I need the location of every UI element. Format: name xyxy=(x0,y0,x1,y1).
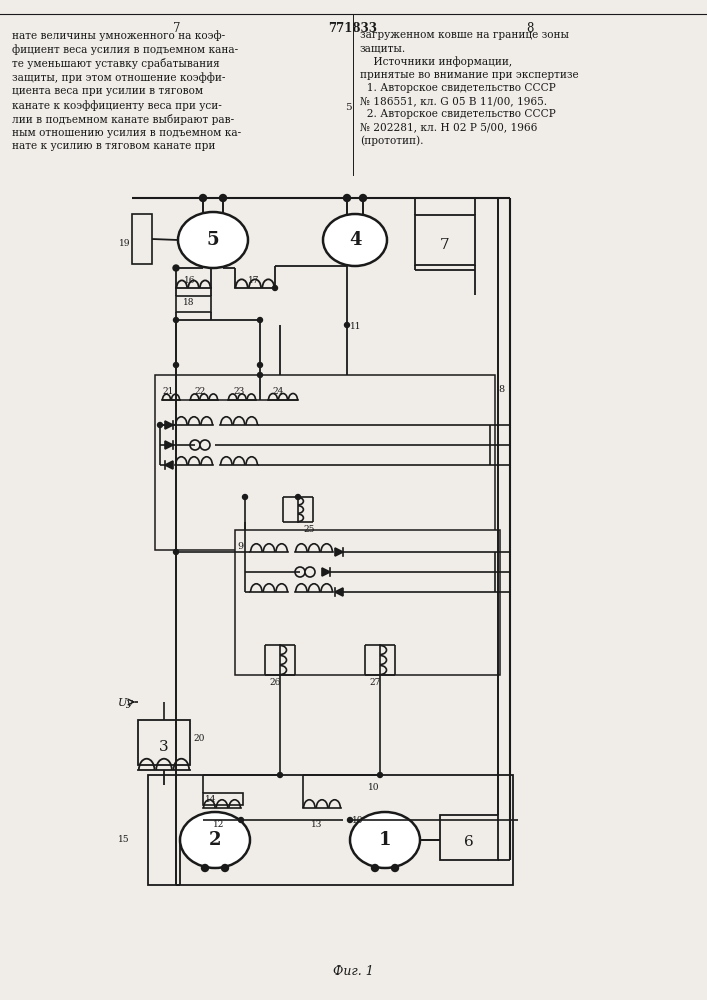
Text: 7: 7 xyxy=(173,22,181,35)
Circle shape xyxy=(243,494,247,499)
Text: 26: 26 xyxy=(269,678,281,687)
Circle shape xyxy=(371,864,378,871)
Circle shape xyxy=(219,194,226,202)
Ellipse shape xyxy=(323,214,387,266)
Circle shape xyxy=(158,422,163,428)
Circle shape xyxy=(238,818,243,822)
Circle shape xyxy=(344,194,351,202)
Text: 17: 17 xyxy=(248,276,259,285)
Text: 5: 5 xyxy=(206,231,219,249)
Circle shape xyxy=(173,550,178,554)
Circle shape xyxy=(305,567,315,577)
Text: 21: 21 xyxy=(162,387,173,396)
Text: 24: 24 xyxy=(272,387,284,396)
Circle shape xyxy=(257,372,262,377)
Ellipse shape xyxy=(180,812,250,868)
Circle shape xyxy=(359,194,366,202)
Text: 10: 10 xyxy=(352,816,363,825)
Text: Uy: Uy xyxy=(118,698,134,708)
Polygon shape xyxy=(335,548,343,556)
Text: 19: 19 xyxy=(119,238,130,247)
Polygon shape xyxy=(165,421,173,429)
Bar xyxy=(235,530,500,675)
Text: 6: 6 xyxy=(464,835,474,849)
Circle shape xyxy=(392,864,399,871)
Circle shape xyxy=(378,772,382,778)
Bar xyxy=(132,214,152,264)
Circle shape xyxy=(173,318,178,322)
Circle shape xyxy=(200,440,210,450)
Text: 22: 22 xyxy=(194,387,205,396)
Bar xyxy=(138,720,190,765)
Text: 5: 5 xyxy=(345,103,351,112)
Text: 15: 15 xyxy=(118,836,130,844)
Text: нате величины умноженного на коэф-
фициент веса усилия в подъемном кана-
те умен: нате величины умноженного на коэф- фицие… xyxy=(12,30,241,151)
Text: 7: 7 xyxy=(440,238,450,252)
Text: 25: 25 xyxy=(303,525,315,534)
Text: 12: 12 xyxy=(213,820,224,829)
Circle shape xyxy=(221,864,228,871)
Circle shape xyxy=(296,494,300,499)
Text: 16: 16 xyxy=(184,276,196,285)
Circle shape xyxy=(348,818,353,822)
Bar xyxy=(148,775,513,885)
Text: 20: 20 xyxy=(193,734,204,743)
Text: 11: 11 xyxy=(350,322,361,331)
Polygon shape xyxy=(165,441,173,449)
Bar xyxy=(440,815,498,860)
Circle shape xyxy=(173,362,178,367)
Bar xyxy=(155,375,495,550)
Text: 13: 13 xyxy=(311,820,322,829)
Ellipse shape xyxy=(178,212,248,268)
Circle shape xyxy=(173,265,179,271)
Bar xyxy=(203,793,243,805)
Polygon shape xyxy=(165,461,173,469)
Text: 771833: 771833 xyxy=(329,22,378,35)
Circle shape xyxy=(199,194,206,202)
Circle shape xyxy=(190,440,200,450)
Text: 23: 23 xyxy=(233,387,244,396)
Bar xyxy=(176,296,211,312)
Polygon shape xyxy=(335,588,343,596)
Circle shape xyxy=(272,286,278,290)
Text: 9: 9 xyxy=(237,542,243,551)
Circle shape xyxy=(344,322,349,328)
Polygon shape xyxy=(322,568,330,576)
Text: 8: 8 xyxy=(498,385,504,394)
Text: загруженном ковше на границе зоны
защиты.
    Источники информации,
принятые во : загруженном ковше на границе зоны защиты… xyxy=(360,30,578,146)
Text: 27: 27 xyxy=(369,678,380,687)
Text: 2: 2 xyxy=(209,831,221,849)
Text: 10: 10 xyxy=(368,783,380,792)
Text: 14: 14 xyxy=(205,795,216,804)
Text: 3: 3 xyxy=(159,740,169,754)
Circle shape xyxy=(278,772,283,778)
Text: 4: 4 xyxy=(349,231,361,249)
Bar xyxy=(415,215,475,265)
Text: 8: 8 xyxy=(526,22,534,35)
Ellipse shape xyxy=(350,812,420,868)
Text: Фиг. 1: Фиг. 1 xyxy=(332,965,373,978)
Circle shape xyxy=(257,362,262,367)
Circle shape xyxy=(257,318,262,322)
Text: 18: 18 xyxy=(183,298,194,307)
Text: 1: 1 xyxy=(379,831,391,849)
Circle shape xyxy=(201,864,209,871)
Circle shape xyxy=(295,567,305,577)
